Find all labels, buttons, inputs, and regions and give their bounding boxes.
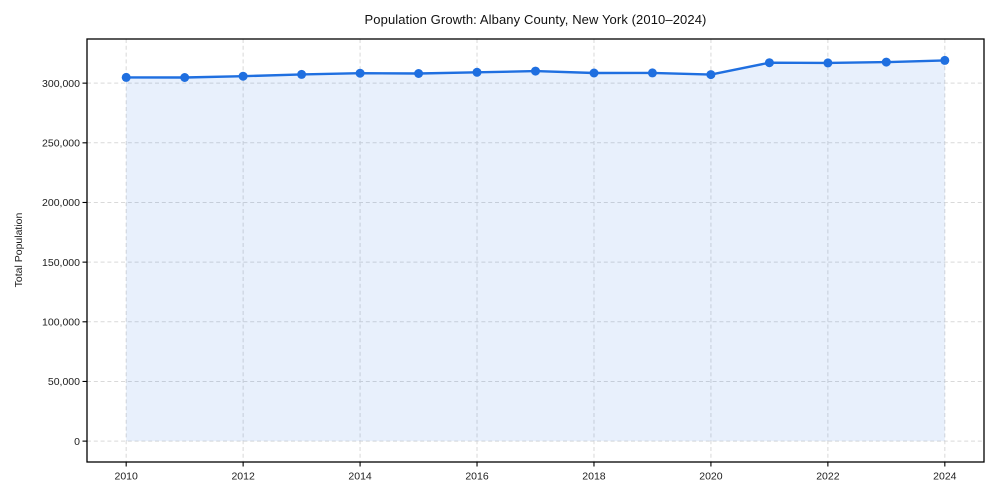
data-point-2015 (414, 69, 424, 78)
y-tick-label-200000: 200,000 (42, 197, 80, 209)
x-tick-label-2024: 2024 (933, 471, 957, 483)
x-tick-label-2022: 2022 (816, 471, 840, 483)
plot-border (86, 38, 985, 463)
area-fill (126, 60, 945, 442)
y-tick-label-300000: 300,000 (42, 78, 80, 90)
data-point-2013 (297, 69, 307, 79)
data-point-2019 (647, 68, 657, 78)
data-point-2012 (238, 71, 248, 81)
data-point-2017 (531, 66, 540, 76)
x-tick-label-2012: 2012 (231, 471, 255, 483)
gridlines (87, 39, 984, 462)
y-tick-label-0: 0 (74, 436, 80, 448)
data-point-2016 (472, 67, 482, 77)
y-tick-label-150000: 150,000 (42, 257, 80, 269)
data-point-2011 (180, 73, 190, 82)
data-points (121, 55, 950, 82)
y-axis: 0 50,000 100,000 150,000 200,000 250,000 300,0… (42, 78, 87, 448)
data-point-2014 (355, 68, 365, 78)
y-tick-label-50000: 50,000 (48, 376, 80, 388)
x-tick-label-2014: 2014 (348, 471, 372, 483)
y-tick-label-100000: 100,000 (42, 316, 80, 328)
data-point-2022 (823, 58, 833, 68)
x-tick-label-2010: 2010 (114, 471, 138, 483)
y-tick-label-250000: 250,000 (42, 138, 80, 150)
data-point-2024 (940, 55, 950, 65)
x-axis: 2010 2012 2014 2016 2018 2020 2022 2024 (114, 462, 957, 483)
data-point-2010 (121, 72, 131, 82)
x-tick-label-2018: 2018 (582, 471, 606, 483)
x-tick-label-2020: 2020 (699, 471, 723, 483)
data-point-2018 (589, 68, 599, 78)
chart-title: Population Growth: Albany County, New Yo… (364, 12, 707, 27)
data-point-2020 (706, 70, 716, 80)
data-point-2023 (881, 57, 891, 67)
x-tick-label-2016: 2016 (465, 471, 489, 483)
data-point-2021 (764, 58, 774, 68)
